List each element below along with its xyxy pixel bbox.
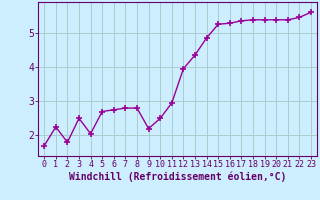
X-axis label: Windchill (Refroidissement éolien,°C): Windchill (Refroidissement éolien,°C) (69, 172, 286, 182)
